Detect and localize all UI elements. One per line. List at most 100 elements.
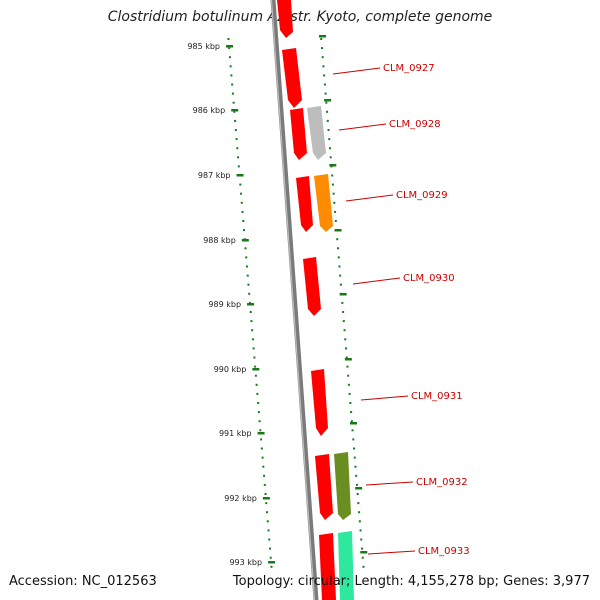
outer-tick-dot [341, 301, 344, 304]
outer-tick-dot [353, 447, 355, 450]
outer-tick-dot [339, 274, 342, 277]
inner-tick-dot [255, 383, 258, 386]
gene-CLM_0932-companion-arrow[interactable] [334, 452, 351, 520]
inner-tick-dot [240, 201, 243, 204]
inner-tick-dot [258, 420, 261, 423]
outer-tick-dot [338, 265, 341, 268]
gene-CLM_0927-arrow[interactable] [282, 48, 302, 108]
kbp-tick-labels: 985 kbp 986 kbp 987 kbp 988 kbp 989 kbp 990 k… [187, 42, 262, 567]
inner-tick-dot [236, 147, 239, 150]
gene-label-CLM_0931[interactable]: CLM_0931 [411, 391, 463, 402]
outer-tick-dot [348, 392, 351, 395]
outer-major-tick [324, 99, 332, 102]
kbp-label: 993 kbp [229, 558, 262, 567]
inner-tick-dot [237, 165, 240, 168]
gene-label-CLM_0927[interactable]: CLM_0927 [383, 63, 435, 74]
gene-CLM_0928-arrow[interactable] [290, 108, 307, 160]
outer-major-tick [334, 229, 342, 232]
major-tick [236, 174, 244, 177]
inner-tick-dot [253, 356, 256, 359]
gene-label-leader [345, 194, 394, 202]
outer-tick-dot [359, 529, 362, 532]
gene-CLM_0930-arrow[interactable] [303, 257, 321, 316]
gene-CLM_0933-arrow[interactable] [319, 533, 336, 600]
outer-tick-dot [344, 347, 347, 350]
major-tick [241, 239, 249, 242]
outer-major-tick [360, 551, 368, 554]
inner-tick-dot [265, 502, 268, 505]
outer-major-tick [339, 293, 347, 296]
outer-tick-dot [329, 156, 332, 159]
inner-tick-dot [259, 429, 262, 432]
outer-tick-dot [328, 147, 331, 150]
topology-summary: Topology: circular; Length: 4,155,278 bp… [232, 574, 590, 589]
inner-tick-dot [260, 438, 263, 441]
inner-tick-dot [254, 374, 257, 377]
outer-tick-dot [323, 74, 326, 77]
inner-tick-dot [262, 465, 265, 468]
gene-CLM_0933-companion-arrow[interactable] [338, 531, 354, 600]
inner-tick-dot [270, 565, 273, 568]
gene-label-leader [352, 277, 401, 285]
kbp-label: 988 kbp [203, 236, 236, 245]
outer-tick-dot [321, 56, 324, 59]
outer-tick-dot [327, 129, 330, 131]
gene-CLM_0929-companion-arrow[interactable] [314, 174, 333, 232]
gene-CLM_0932-arrow[interactable] [315, 454, 333, 520]
inner-tick-dot [243, 229, 246, 232]
inner-tick-dot [264, 493, 267, 495]
outer-tick-dot [326, 119, 329, 122]
inner-tick-dot [229, 65, 232, 68]
kbp-label: 985 kbp [187, 42, 220, 51]
outer-tick-dot [357, 502, 360, 505]
gene-partial-top[interactable] [277, 0, 293, 38]
outer-tick-dot [355, 474, 358, 477]
outer-tick-dot [360, 538, 363, 541]
gene-CLM_0931-arrow[interactable] [311, 369, 328, 436]
gene-CLM_0928-companion-arrow[interactable] [307, 106, 326, 160]
kbp-label: 990 kbp [214, 365, 247, 374]
inner-tick-dot [263, 483, 266, 486]
kbp-label: 987 kbp [198, 171, 231, 180]
major-tick [268, 561, 276, 564]
inner-tick-dot [252, 347, 255, 350]
inner-tick-dot [248, 292, 251, 295]
inner-tick-dot [248, 301, 251, 304]
gene-labels: CLM_0927 CLM_0928 CLM_0929 CLM_0930 CLM_0931… [332, 63, 470, 557]
outer-tick-dot [343, 329, 346, 332]
major-tick [226, 45, 233, 48]
gene-label-leader [360, 395, 409, 401]
outer-tick-dot [324, 92, 327, 95]
outer-tick-dot [332, 192, 335, 195]
outer-tick-dot [334, 220, 337, 222]
outer-tick-dot [347, 383, 350, 386]
inner-tick-dot [269, 556, 272, 559]
gene-label-CLM_0928[interactable]: CLM_0928 [389, 119, 441, 130]
outer-tick-dot [322, 65, 325, 68]
gene-label-CLM_0933[interactable]: CLM_0933 [418, 546, 470, 557]
major-tick [247, 303, 255, 306]
outer-tick-dot [320, 38, 323, 40]
gene-label-CLM_0932[interactable]: CLM_0932 [416, 477, 468, 488]
major-tick [257, 432, 265, 435]
outer-major-tick [319, 35, 326, 38]
genome-backbone [270, 0, 319, 600]
outer-tick-dot [344, 338, 347, 341]
gene-label-CLM_0930[interactable]: CLM_0930 [403, 273, 455, 284]
outer-tick-dot [333, 201, 336, 204]
inner-tick-dot [231, 92, 234, 95]
outer-major-tick [329, 164, 337, 167]
outer-tick-dot [337, 256, 340, 259]
outer-tick-dot [349, 402, 352, 404]
outer-tick-dot [351, 429, 354, 432]
genome-backbone-highlight [270, 0, 316, 600]
outer-tick-dot [354, 465, 357, 468]
gene-label-leader [367, 550, 416, 555]
outer-tick-dot [362, 565, 365, 568]
gene-label-CLM_0929[interactable]: CLM_0929 [396, 190, 448, 201]
gene-CLM_0929-arrow[interactable] [296, 176, 313, 232]
kbp-label: 991 kbp [219, 429, 252, 438]
outer-major-tick [355, 487, 363, 490]
inner-tick-dot [266, 511, 269, 514]
outer-tick-dot [352, 438, 355, 441]
